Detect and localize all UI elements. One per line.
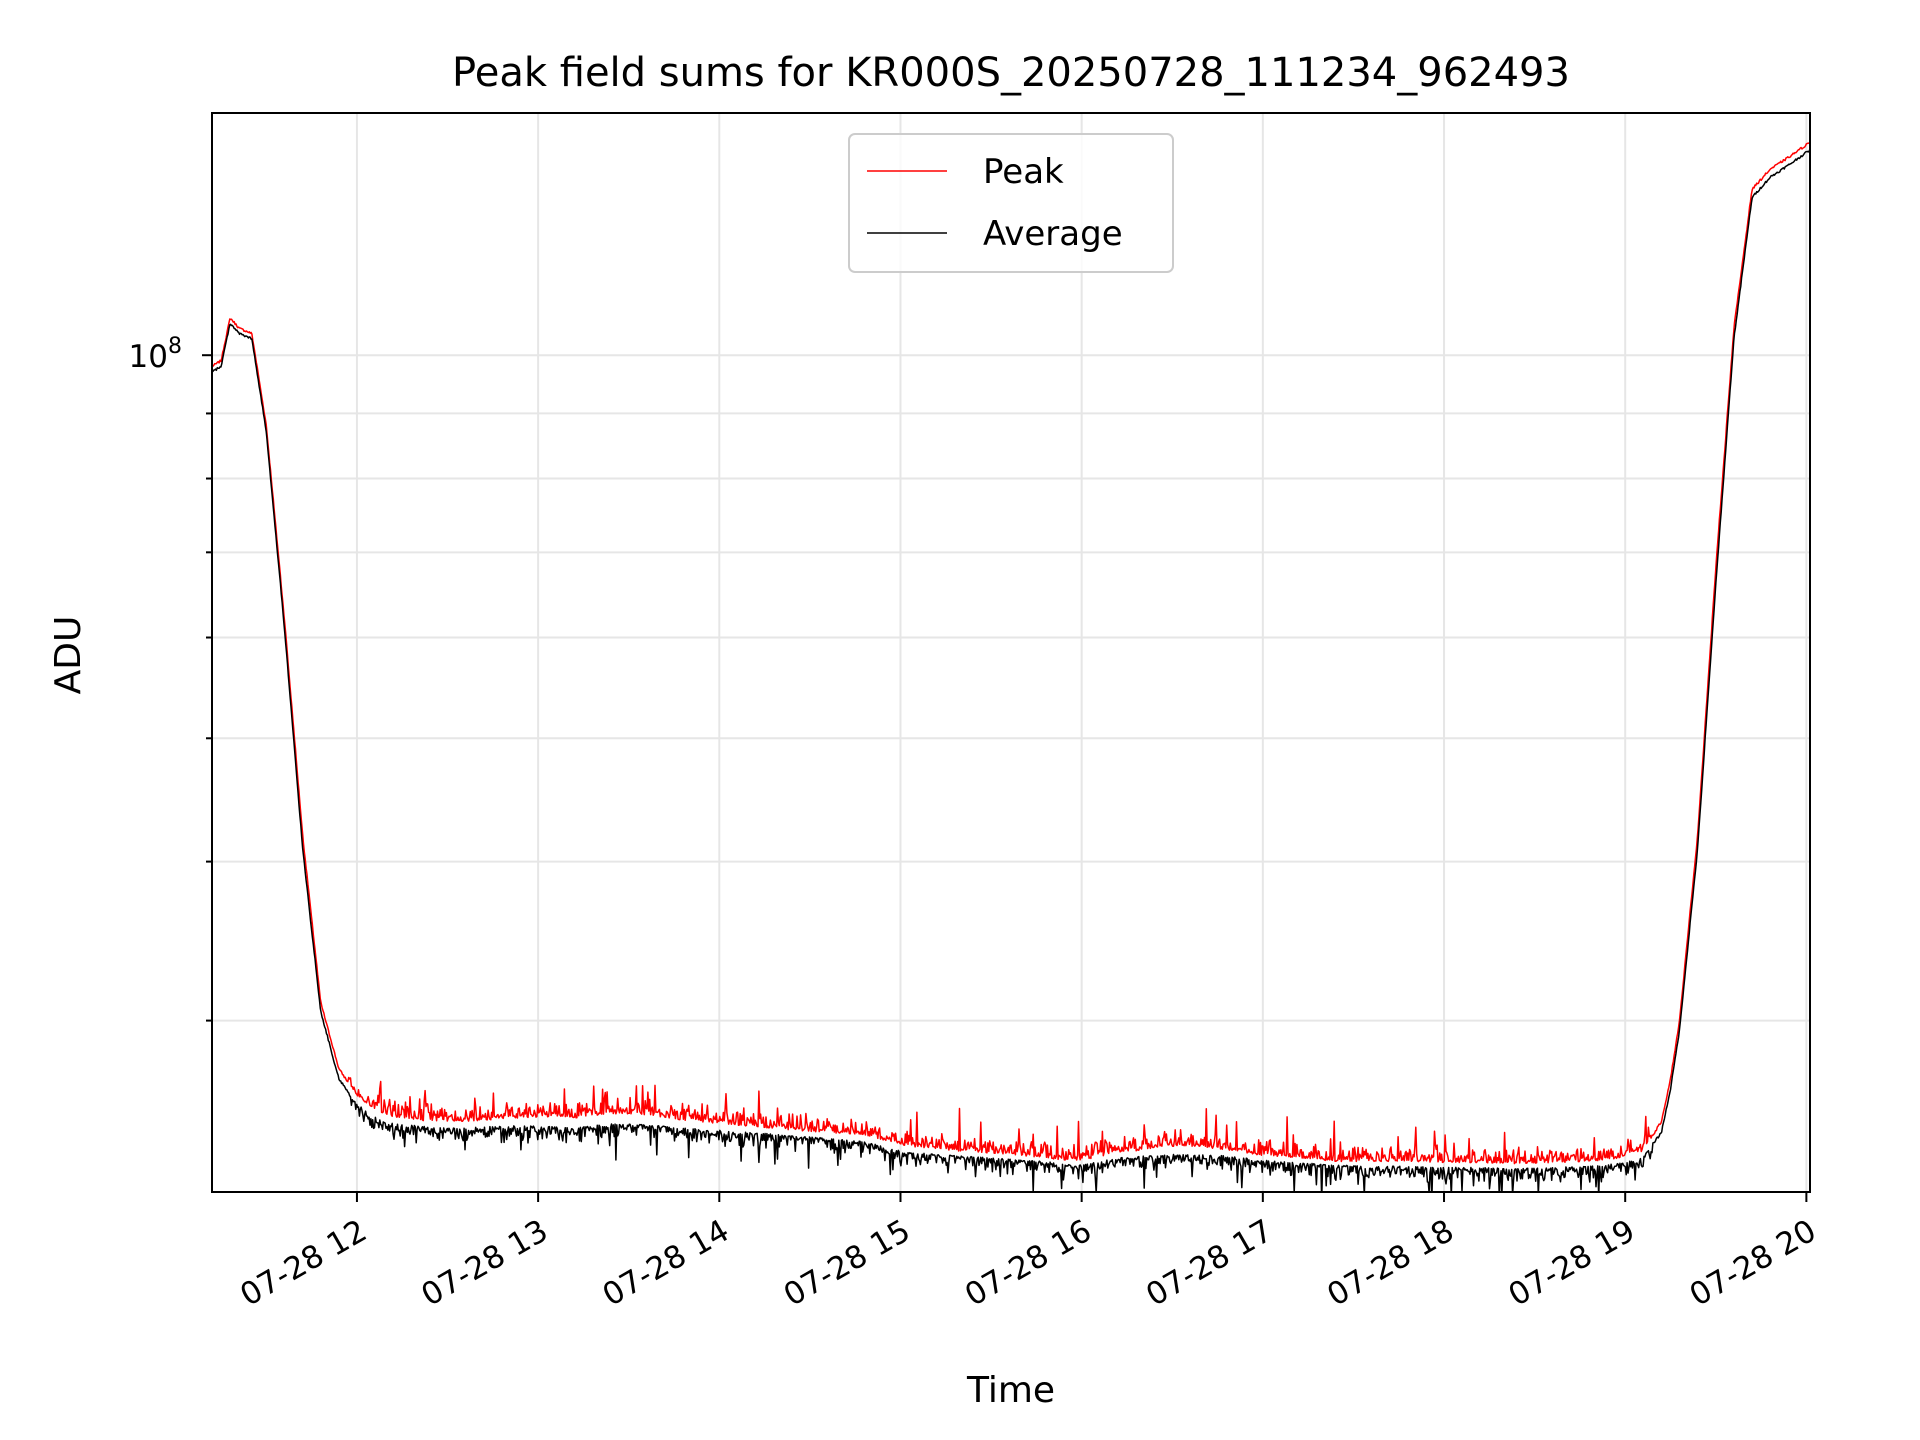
series-layer bbox=[212, 141, 1810, 1192]
y-axis-label: ADU bbox=[48, 616, 89, 695]
legend-label-peak: Peak bbox=[983, 152, 1064, 192]
legend-label-average: Average bbox=[983, 214, 1123, 254]
chart-title: Peak field sums for KR000S_20250728_1112… bbox=[452, 50, 1570, 96]
grid bbox=[212, 113, 1810, 1192]
legend: Peak Average bbox=[848, 133, 1174, 273]
x-axis-label: Time bbox=[966, 1370, 1055, 1411]
y-tick-label: 108 bbox=[129, 334, 182, 375]
legend-box bbox=[848, 133, 1174, 273]
series-line-average bbox=[212, 148, 1810, 1192]
y-axis: 108 bbox=[129, 334, 212, 1022]
plot-frame bbox=[211, 112, 1811, 1193]
series-line-peak bbox=[212, 141, 1810, 1165]
